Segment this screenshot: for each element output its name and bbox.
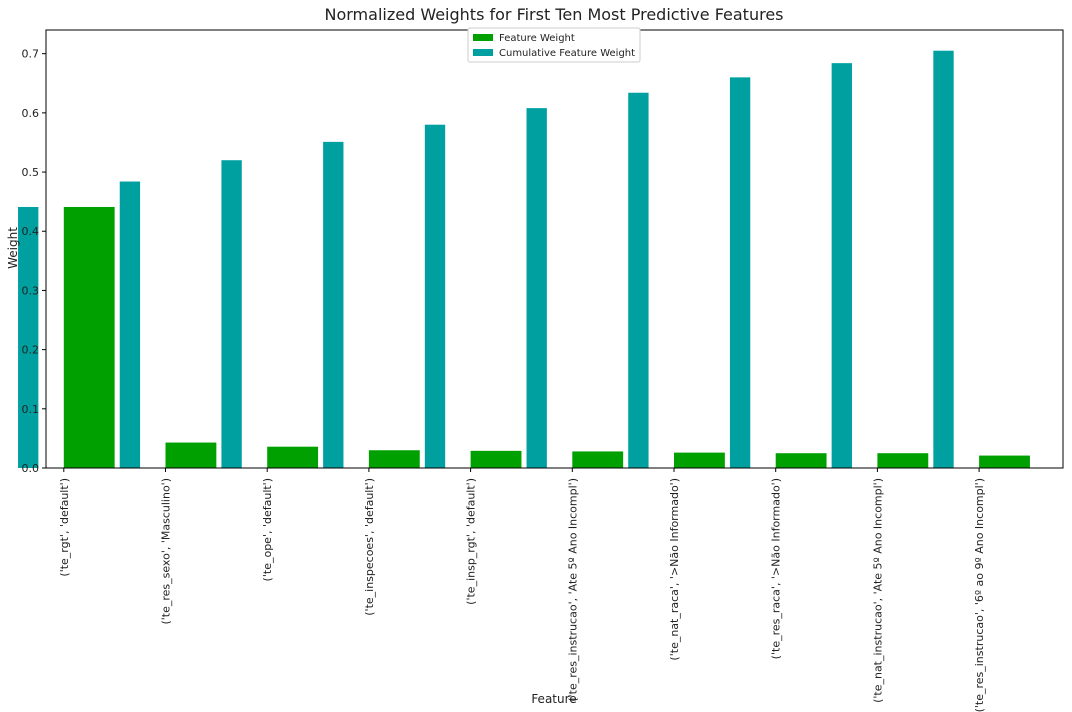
legend-box <box>467 27 641 63</box>
feature-weight-bar <box>673 452 725 468</box>
y-tick-label: 0.4 <box>22 225 40 238</box>
legend-entry-label: Cumulative Feature Weight <box>499 48 635 59</box>
feature-weight-bar <box>877 453 929 468</box>
cumulative-weight-bar <box>18 206 39 468</box>
cumulative-weight-bar <box>424 124 446 469</box>
x-tick-label: ('te_nat_raca', '>Não Informado') <box>668 478 681 661</box>
x-tick-label: ('te_res_instrucao', 'Ate 5º Ano Incompl… <box>566 478 579 702</box>
cumulative-weight-bar <box>628 92 649 468</box>
legend-swatch <box>473 49 493 56</box>
y-tick-label: 0.1 <box>22 403 40 416</box>
y-axis-label: Weight <box>6 227 20 269</box>
chart-title: Normalized Weights for First Ten Most Pr… <box>325 5 784 24</box>
feature-weight-bar <box>368 450 420 468</box>
plot-area: 0.0 0.1 0.2 0.3 0.4 0.5 0.6 0.7 ('te_rgt', 'defa… <box>18 29 1064 712</box>
legend: Feature Weight Cumulative Feature Weight <box>467 27 641 63</box>
y-tick-label: 0.3 <box>22 284 40 297</box>
x-tick-label: ('te_res_sexo', 'Masculino') <box>159 478 172 625</box>
axes-frame <box>45 29 1064 469</box>
x-tick-label: ('te_insp_rgt', 'default') <box>465 478 478 605</box>
x-axis-label: Feature <box>531 692 576 706</box>
y-tick-label: 0.5 <box>22 166 40 179</box>
cumulative-weight-bar <box>119 181 141 468</box>
y-tick-label: 0.2 <box>22 344 40 357</box>
cumulative-weight-bar <box>526 108 547 468</box>
cumulative-weight-bar <box>933 50 954 468</box>
legend-entry-label: Feature Weight <box>499 33 575 44</box>
x-tick-label: ('te_nat_instrucao', 'Ate 5º Ano Incompl… <box>871 478 884 703</box>
y-tick-label: 0.0 <box>22 462 40 475</box>
x-tick-label: ('te_res_raca', '>Não Informado') <box>770 478 783 659</box>
cumulative-weight-bar <box>221 160 242 468</box>
cumulative-weight-bar <box>729 77 751 468</box>
feature-weight-bar <box>63 206 115 468</box>
feature-weight-bar <box>775 453 827 468</box>
feature-weight-bar <box>165 442 217 468</box>
cumulative-weight-bar <box>323 141 344 469</box>
feature-weight-bar <box>572 451 624 468</box>
x-tick-label: ('te_ope', 'default') <box>261 478 274 581</box>
y-tick-label: 0.7 <box>22 48 40 61</box>
feature-weight-bar <box>267 446 319 468</box>
feature-weight-bar <box>470 450 522 468</box>
x-tick-label: ('te_rgt', 'default') <box>58 478 71 577</box>
legend-swatch <box>473 34 493 41</box>
x-tick-label: ('te_inspecoes', 'default') <box>363 478 376 616</box>
x-tick-label: ('te_res_instrucao', '6º ao 9º Ano Incom… <box>973 478 986 712</box>
cumulative-weight-bar <box>831 63 852 469</box>
y-tick-label: 0.6 <box>22 107 40 120</box>
feature-weight-bar <box>979 455 1030 468</box>
